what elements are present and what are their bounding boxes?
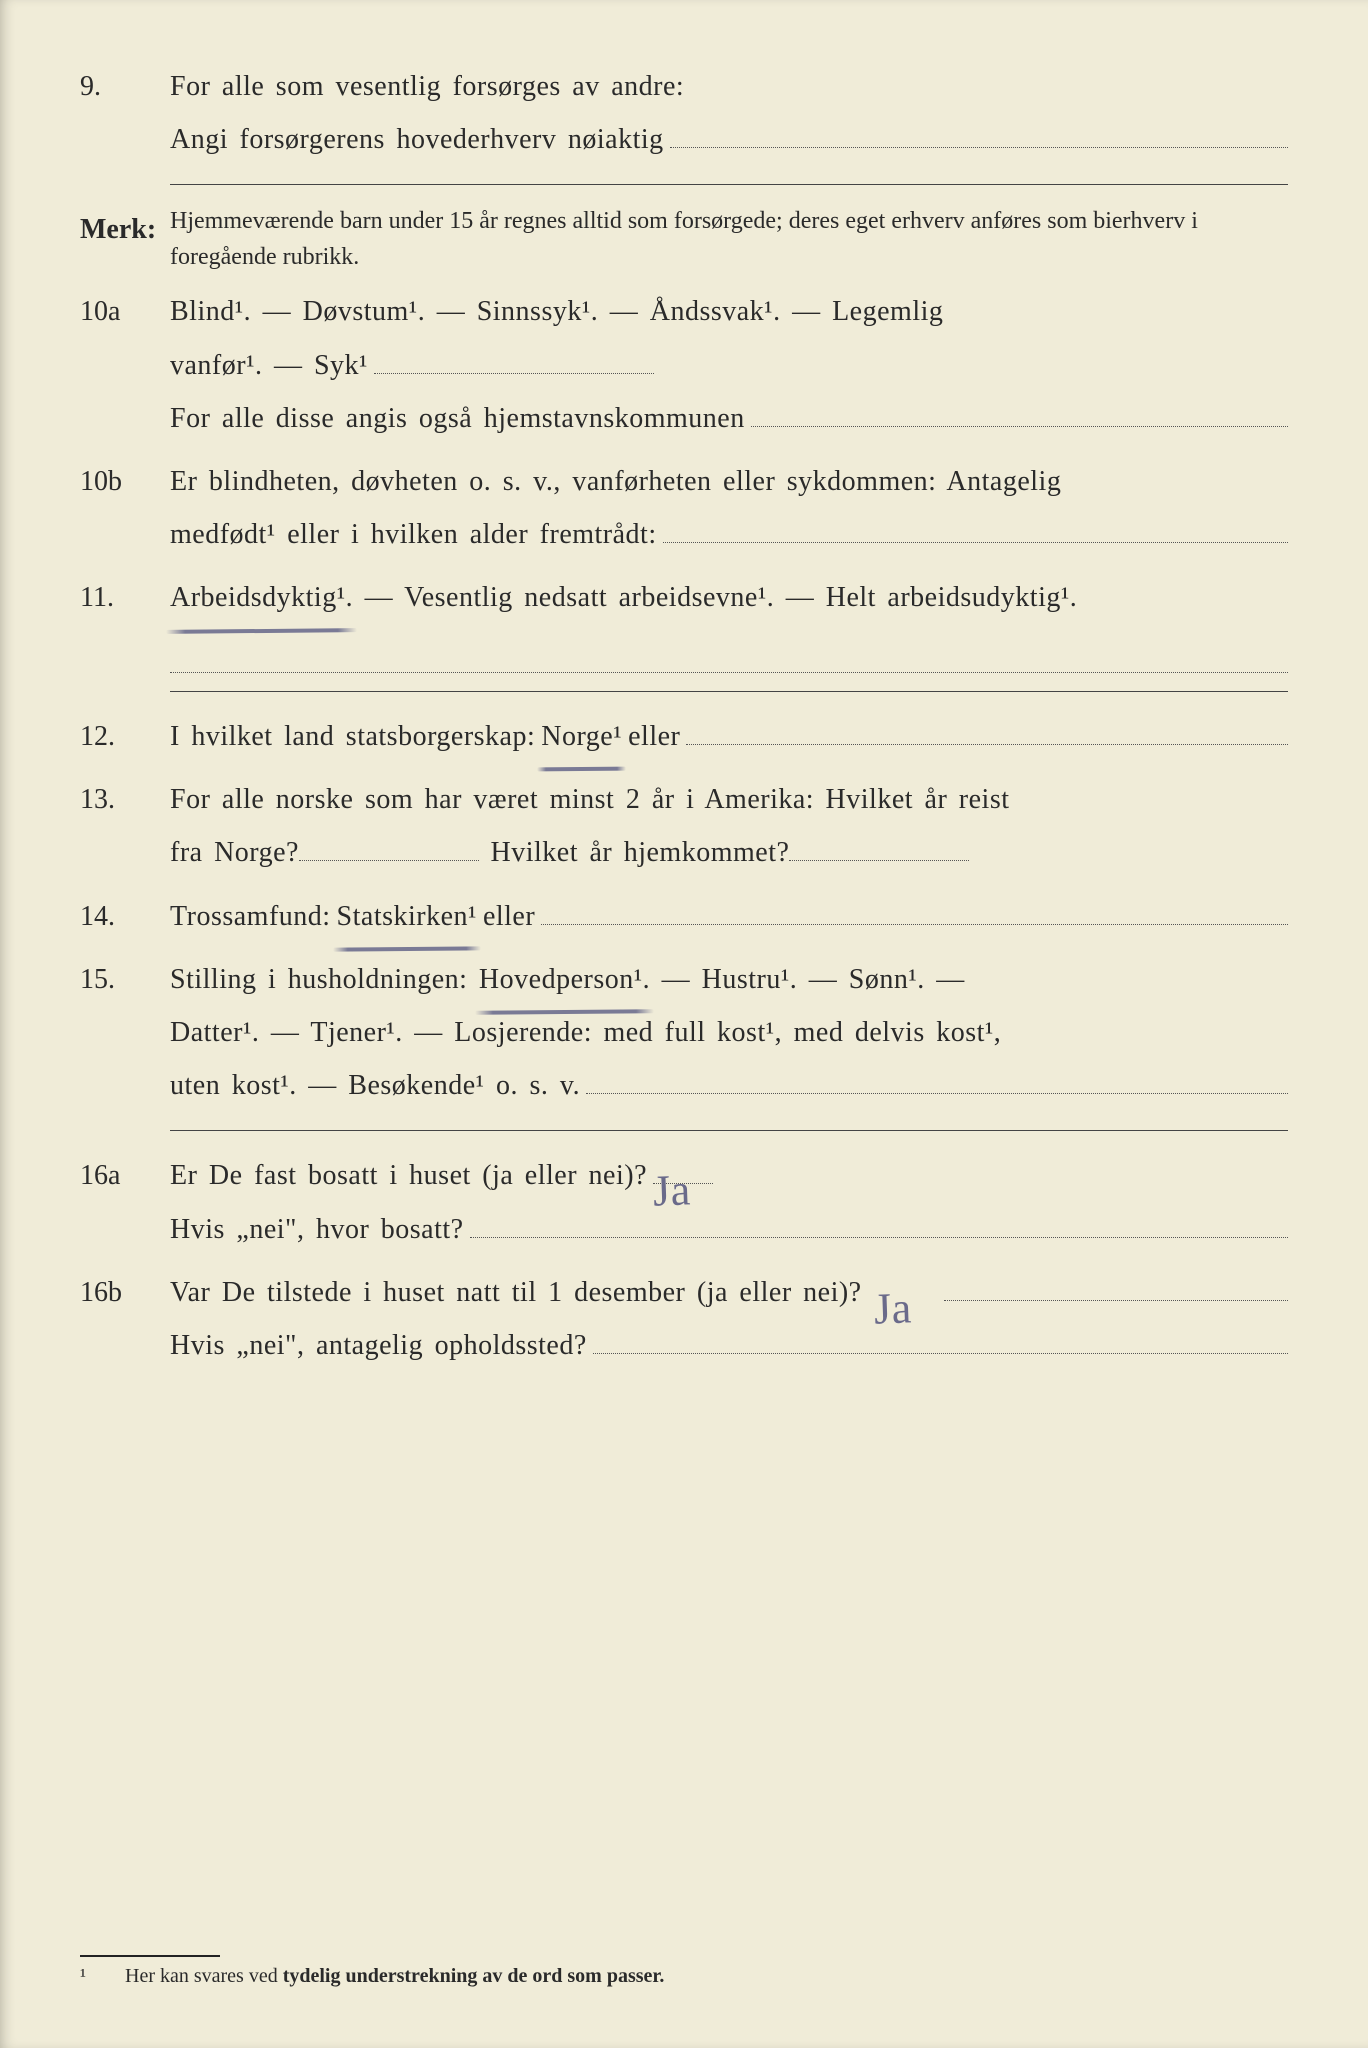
question-number: 13. (80, 773, 170, 879)
q15-blank[interactable] (586, 1065, 1288, 1094)
question-9: 9. For alle som vesentlig forsørges av a… (80, 60, 1288, 166)
q16a-line1-label: Er De fast bosatt i huset (ja eller nei)… (170, 1149, 647, 1202)
question-10b: 10b Er blindheten, døvheten o. s. v., va… (80, 455, 1288, 561)
q16a-answer: Ja (652, 1149, 693, 1234)
q16a-line2-label: Hvis „nei", hvor bosatt? (170, 1203, 464, 1256)
q14-blank[interactable] (541, 896, 1288, 925)
footnote-area: ¹ Her kan svares ved tydelig understrekn… (80, 1955, 1288, 1988)
question-14: 14. Trossamfund: Statskirken¹ eller (80, 890, 1288, 943)
q10b-blank[interactable] (663, 514, 1288, 543)
q10a-options-1: Blind¹. — Døvstum¹. — Sinnssyk¹. — Åndss… (170, 285, 1288, 338)
q13-blank-b[interactable] (789, 860, 969, 861)
q9-line2-label: Angi forsørgerens hovederhverv nøiaktig (170, 113, 664, 166)
q16b-line1-label: Var De tilstede i huset natt til 1 desem… (170, 1266, 862, 1319)
divider (170, 1130, 1288, 1131)
q10a-options-2: vanfør¹. — Syk¹ (170, 339, 368, 392)
note-merk: Merk: Hjemmeværende barn under 15 år reg… (80, 203, 1288, 275)
question-10a: 10a Blind¹. — Døvstum¹. — Sinnssyk¹. — Å… (80, 285, 1288, 445)
question-number: 16b (80, 1266, 170, 1372)
q14-pre: Trossamfund: (170, 890, 331, 943)
question-number: 10a (80, 285, 170, 445)
q15-rest2: Datter¹. — Tjener¹. — Losjerende: med fu… (170, 1006, 1288, 1059)
q10a-hjemstavn-label: For alle disse angis også hjemstavnskomm… (170, 392, 745, 445)
q16b-answer: Ja (872, 1266, 913, 1351)
q16a-line2-blank[interactable] (470, 1209, 1288, 1238)
question-number: 11. (80, 571, 170, 673)
q13-blank-a[interactable] (299, 860, 479, 861)
q13-line2b: Hvilket år hjemkommet? (490, 837, 789, 868)
merk-text: Hjemmeværende barn under 15 år regnes al… (170, 203, 1288, 275)
question-16b: 16b Var De tilstede i huset natt til 1 d… (80, 1266, 1288, 1372)
q11-selected[interactable]: Arbeidsdyktig¹. (170, 571, 353, 624)
question-number: 12. (80, 710, 170, 763)
question-16a: 16a Er De fast bosatt i huset (ja eller … (80, 1149, 1288, 1255)
question-11: 11. Arbeidsdyktig¹. — Vesentlig nedsatt … (80, 571, 1288, 673)
question-number: 16a (80, 1149, 170, 1255)
q15-rest3-label: uten kost¹. — Besøkende¹ o. s. v. (170, 1059, 580, 1112)
q11-rest: — Vesentlig nedsatt arbeidsevne¹. — Helt… (353, 582, 1077, 613)
merk-label: Merk: (80, 203, 170, 275)
q10b-line2-label: medfødt¹ eller i hvilken alder fremtrådt… (170, 508, 657, 561)
q16a-answer-blank[interactable]: Ja (653, 1183, 713, 1184)
form-page: 9. For alle som vesentlig forsørges av a… (0, 0, 1368, 2048)
question-number: 10b (80, 455, 170, 561)
footnote-text: Her kan svares ved tydelig understreknin… (125, 1965, 664, 1987)
q11-blank[interactable] (170, 639, 1288, 674)
q9-line1: For alle som vesentlig forsørges av andr… (170, 60, 1288, 113)
q14-selected[interactable]: Statskirken¹ (337, 890, 477, 943)
q9-blank[interactable] (670, 119, 1288, 148)
q14-post: eller (483, 890, 535, 943)
q13-line1: For alle norske som har været minst 2 år… (170, 773, 1288, 826)
q12-pre: I hvilket land statsborgerskap: (170, 710, 535, 763)
question-12: 12. I hvilket land statsborgerskap: Norg… (80, 710, 1288, 763)
q16b-line2-blank[interactable] (593, 1325, 1288, 1354)
q15-pre: Stilling i husholdningen: (170, 964, 479, 995)
q12-post: eller (628, 710, 680, 763)
question-number: 15. (80, 953, 170, 1113)
q10b-line1: Er blindheten, døvheten o. s. v., vanfør… (170, 455, 1288, 508)
divider (170, 184, 1288, 185)
question-13: 13. For alle norske som har været minst … (80, 773, 1288, 879)
q12-selected[interactable]: Norge¹ (541, 710, 622, 763)
divider (170, 691, 1288, 692)
q10a-blank-syk[interactable] (374, 373, 654, 374)
question-15: 15. Stilling i husholdningen: Hovedperso… (80, 953, 1288, 1113)
q12-blank[interactable] (686, 716, 1288, 745)
q15-rest1: — Hustru¹. — Sønn¹. — (662, 964, 965, 995)
footnote-rule (80, 1955, 220, 1957)
question-number: 9. (80, 60, 170, 166)
footnote-marker: ¹ (80, 1965, 120, 1988)
q13-line2a: fra Norge? (170, 837, 299, 868)
q16b-answer-blank[interactable] (944, 1272, 1288, 1301)
question-number: 14. (80, 890, 170, 943)
q15-selected[interactable]: Hovedperson¹. (479, 953, 650, 1006)
q10a-hjemstavn-blank[interactable] (751, 398, 1288, 427)
q16b-line2-label: Hvis „nei", antagelig opholdssted? (170, 1319, 587, 1372)
